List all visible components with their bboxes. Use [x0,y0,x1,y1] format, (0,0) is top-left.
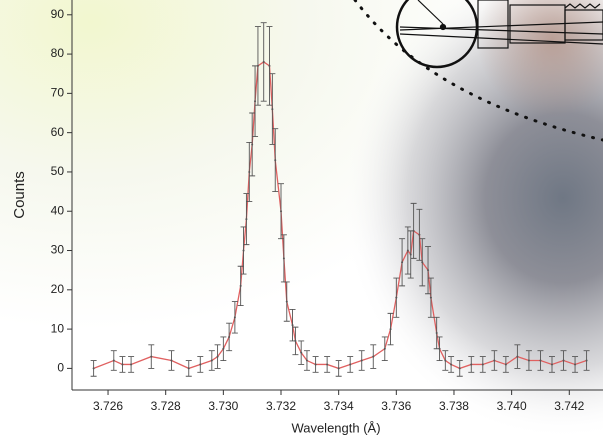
data-point [470,363,473,366]
x-tick-label: 3.726 [93,399,123,413]
data-point [516,355,519,358]
y-tick-label: 20 [51,282,65,296]
data-point [418,233,421,236]
x-tick-label: 3.736 [381,399,411,413]
y-tick-label: 60 [51,125,65,139]
data-point [216,355,219,358]
data-point [271,108,274,111]
data-point [435,332,438,335]
data-point [251,143,254,146]
y-tick-label: 70 [51,86,65,100]
data-point [282,257,285,260]
data-point [493,359,496,362]
data-point [268,64,271,67]
data-point [527,359,530,362]
data-point [210,359,213,362]
data-point [291,324,294,327]
data-point [481,363,484,366]
data-point [242,249,245,252]
data-point [285,300,288,303]
data-point [574,363,577,366]
y-tick-label: 40 [51,203,65,217]
data-point [427,269,430,272]
x-tick-label: 3.740 [497,399,527,413]
data-point [349,363,352,366]
data-point [406,249,409,252]
data-point [444,359,447,362]
data-point [429,296,432,299]
lens-diagram [395,0,603,69]
data-point [256,64,259,67]
y-tick-label: 10 [51,321,65,335]
data-point [170,359,173,362]
dotted-arc [353,0,603,142]
data-point [112,359,115,362]
x-tick-label: 3.732 [266,399,296,413]
data-point [280,210,283,213]
data-point [187,367,190,370]
data-point [421,261,424,264]
data-point [450,363,453,366]
data-point [585,359,588,362]
data-point [372,355,375,358]
y-axis-label: Counts [11,171,28,219]
x-tick-label: 3.728 [151,399,181,413]
y-tick-label: 30 [51,243,65,257]
data-point [228,335,231,338]
data-point [409,253,412,256]
data-point [294,339,297,342]
data-point [504,363,507,366]
data-point [92,367,95,370]
data-point [438,347,441,350]
data-point [262,60,265,63]
data-point [130,363,133,366]
data-point [337,367,340,370]
x-axis-label: Wavelength (Å) [291,420,380,435]
data-point [245,218,248,221]
y-tick-label: 90 [51,7,65,21]
data-point [550,363,553,366]
data-point [401,261,404,264]
data-point [150,355,153,358]
x-tick-label: 3.742 [554,399,584,413]
fit-line [93,61,587,370]
data-point [222,347,225,350]
data-point [121,363,124,366]
data-point [300,351,303,354]
data-point [274,159,277,162]
data-point [199,363,202,366]
data-point [248,170,251,173]
data-point [239,284,242,287]
data-point [562,359,565,362]
data-point [233,316,236,319]
data-point [305,359,308,362]
data-point [412,229,415,232]
data-point [539,359,542,362]
data-point [389,328,392,331]
x-tick-label: 3.734 [324,399,354,413]
data-point [314,363,317,366]
data-point [254,100,257,103]
y-tick-label: 0 [57,361,64,375]
y-tick-label: 80 [51,46,65,60]
x-tick-label: 3.738 [439,399,469,413]
data-point [383,347,386,350]
x-tick-label: 3.730 [208,399,238,413]
data-point [395,296,398,299]
data-point [458,367,461,370]
data-point [326,363,329,366]
data-point [360,359,363,362]
y-tick-label: 50 [51,164,65,178]
